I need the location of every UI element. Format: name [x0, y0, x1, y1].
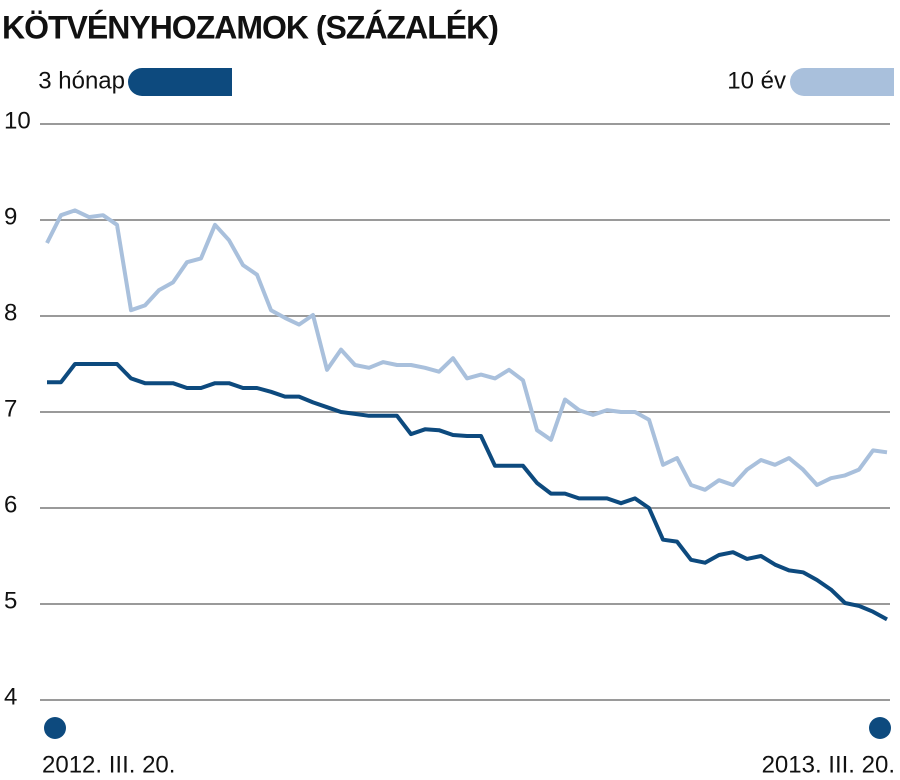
y-tick-label: 7 [4, 395, 17, 422]
legend-label: 3 hónap [38, 67, 125, 94]
y-tick-label: 10 [4, 107, 31, 134]
y-tick-label: 4 [4, 683, 17, 710]
axis-dot [869, 717, 891, 739]
x-tick-label: 2012. III. 20. [42, 751, 175, 778]
legend-swatch [128, 68, 232, 96]
series-line [47, 362, 888, 622]
series-line [45, 208, 888, 492]
y-tick-label: 9 [4, 203, 17, 230]
legend-label: 10 év [727, 67, 786, 94]
y-tick-label: 5 [4, 587, 17, 614]
axis-dot [44, 717, 66, 739]
y-tick-label: 6 [4, 491, 17, 518]
legend-swatch [790, 68, 894, 96]
y-tick-label: 8 [4, 299, 17, 326]
chart-title: KÖTVÉNYHOZAMOK (SZÁZALÉK) [2, 9, 498, 45]
x-tick-label: 2013. III. 20. [762, 751, 895, 778]
